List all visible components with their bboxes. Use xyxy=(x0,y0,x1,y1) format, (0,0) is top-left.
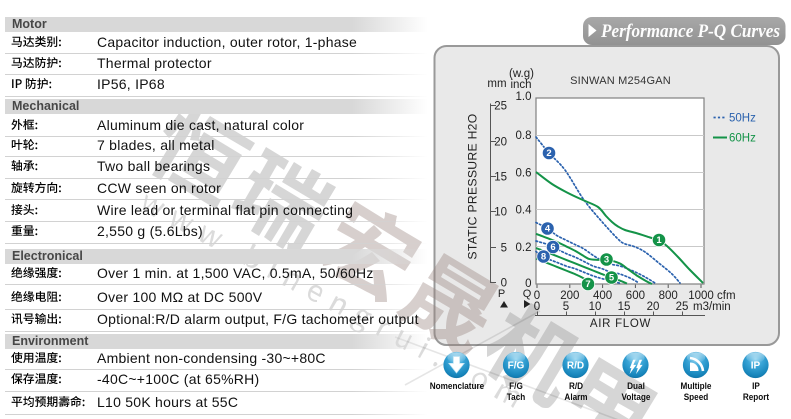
svg-text:20: 20 xyxy=(494,137,507,149)
svg-text:AIR FLOW: AIR FLOW xyxy=(590,318,651,330)
svg-text:m3/min: m3/min xyxy=(693,301,731,313)
svg-text:1.0: 1.0 xyxy=(516,91,532,103)
svg-text:7: 7 xyxy=(585,279,590,290)
svg-text:400: 400 xyxy=(593,290,612,302)
svg-text:Performance P-Q Curves: Performance P-Q Curves xyxy=(600,21,780,42)
svg-text:R/D: R/D xyxy=(567,361,584,372)
svg-text:15: 15 xyxy=(618,301,631,313)
svg-text:25: 25 xyxy=(676,301,689,313)
svg-text:800: 800 xyxy=(659,290,678,302)
svg-text:(w.g): (w.g) xyxy=(509,68,534,80)
svg-text:15: 15 xyxy=(494,172,507,184)
svg-text:0.4: 0.4 xyxy=(516,205,533,217)
svg-text:0: 0 xyxy=(534,290,540,302)
svg-text:10: 10 xyxy=(494,207,507,219)
svg-text:8: 8 xyxy=(541,252,546,263)
svg-text:0: 0 xyxy=(501,278,507,290)
svg-text:4: 4 xyxy=(545,224,551,235)
svg-text:F/G: F/G xyxy=(508,361,525,372)
svg-text:STATIC PRESSURE H2O: STATIC PRESSURE H2O xyxy=(466,113,480,259)
svg-text:SINWAN M254GAN: SINWAN M254GAN xyxy=(570,75,671,87)
svg-text:5: 5 xyxy=(501,243,507,255)
svg-text:5: 5 xyxy=(609,273,615,284)
svg-text:mm: mm xyxy=(487,78,506,90)
svg-text:10: 10 xyxy=(589,301,602,313)
svg-text:0.6: 0.6 xyxy=(516,167,532,179)
svg-text:inch: inch xyxy=(510,79,531,91)
svg-text:50Hz: 50Hz xyxy=(729,113,756,125)
svg-text:Q: Q xyxy=(523,288,532,300)
svg-text:0.8: 0.8 xyxy=(516,130,532,142)
svg-text:1: 1 xyxy=(656,235,662,246)
svg-text:6: 6 xyxy=(550,242,555,253)
svg-text:3: 3 xyxy=(604,255,609,266)
svg-text:2: 2 xyxy=(546,148,551,159)
svg-text:cfm: cfm xyxy=(717,290,736,302)
svg-text:0: 0 xyxy=(525,278,531,290)
svg-text:20: 20 xyxy=(647,301,660,313)
svg-text:IP: IP xyxy=(751,361,761,372)
svg-text:60Hz: 60Hz xyxy=(729,133,756,145)
svg-text:0: 0 xyxy=(534,301,540,313)
svg-text:P: P xyxy=(498,288,505,300)
svg-text:200: 200 xyxy=(560,290,579,302)
svg-text:1000: 1000 xyxy=(688,290,714,302)
svg-text:5: 5 xyxy=(563,301,569,313)
svg-text:25: 25 xyxy=(494,101,507,113)
svg-text:0.2: 0.2 xyxy=(516,242,532,254)
svg-text:600: 600 xyxy=(626,290,645,302)
